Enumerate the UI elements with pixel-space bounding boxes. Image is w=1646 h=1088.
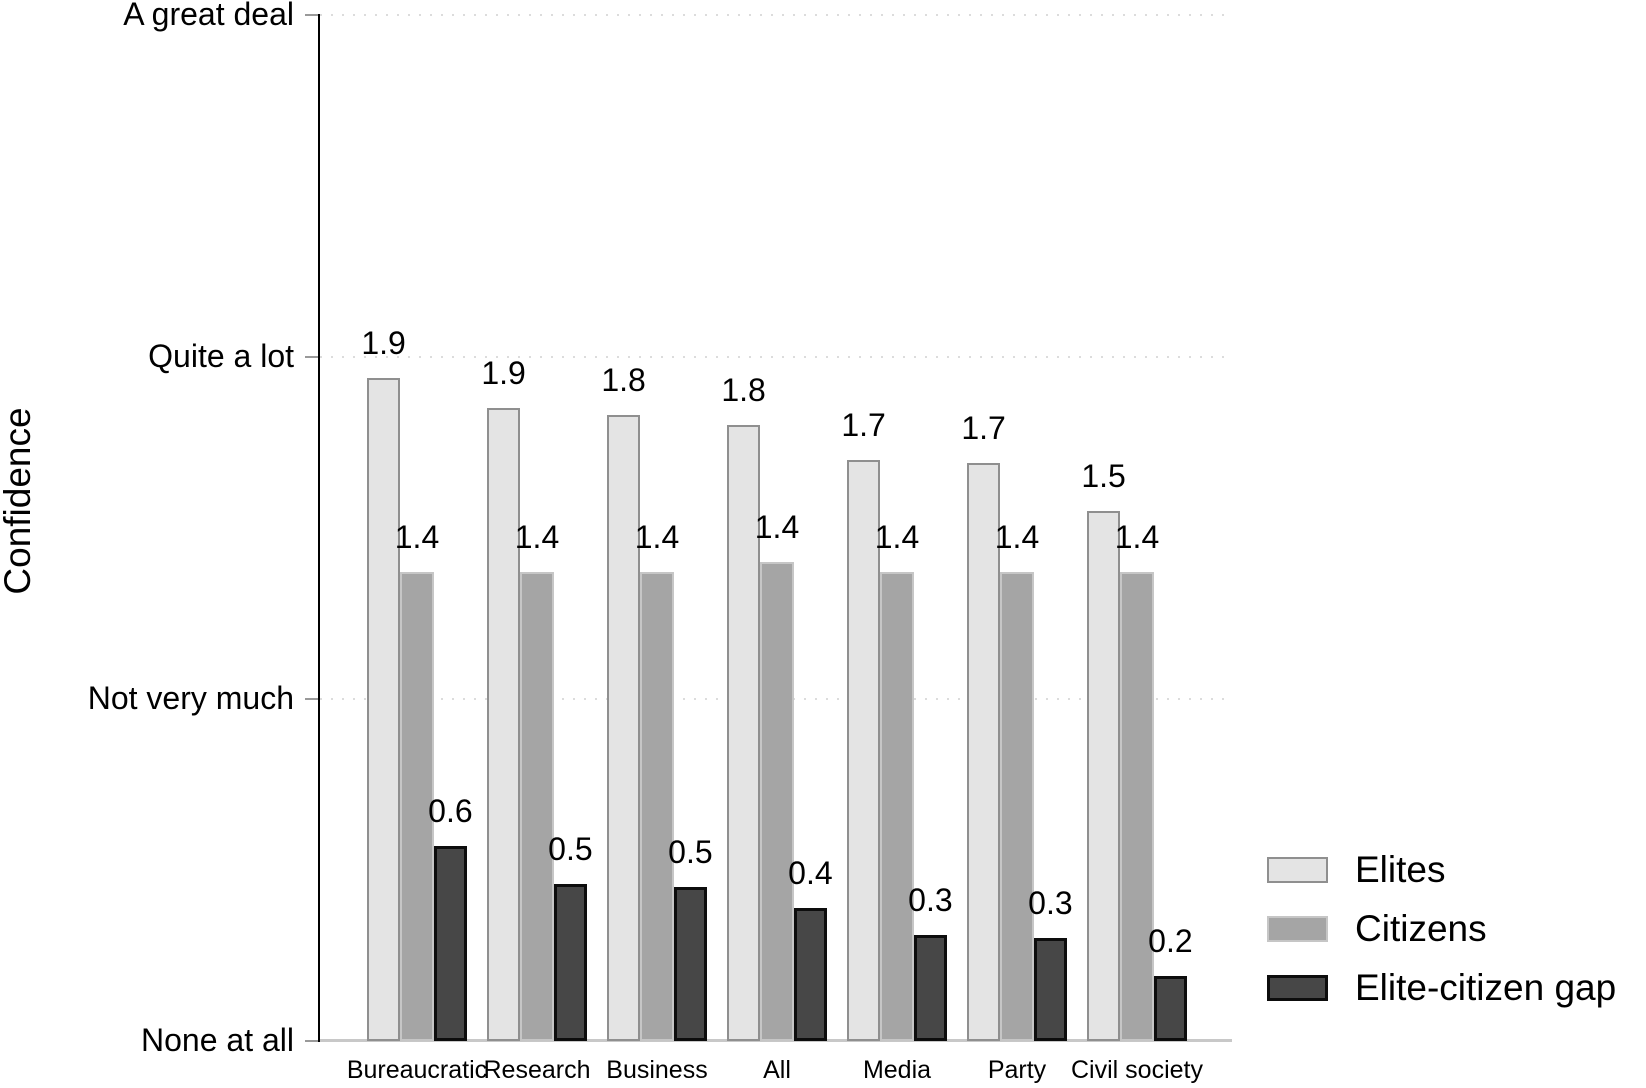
bar-elites [606,415,641,1041]
y-tick-0 [305,1040,320,1042]
bar-elites [966,463,1001,1041]
bar-value-label-elites: 1.5 [1081,458,1126,494]
bar-value-label-elites: 1.9 [361,325,406,361]
bar-value-label-elite-citizen-gap: 0.6 [428,793,473,829]
legend-item-citizens: Citizens [1267,907,1616,951]
x-tick-label: Media [862,1056,932,1084]
y-axis-title: Confidence [0,407,38,595]
bar-elite-citizen-gap [1033,938,1068,1041]
bar-elites [366,378,401,1041]
x-tick-label: Business [606,1056,708,1084]
y-tick-label: A great deal [123,0,294,32]
bar-value-label-elites: 1.7 [961,410,1006,446]
y-tick-3 [305,14,320,16]
bar-value-label-citizens: 1.4 [754,509,800,545]
bar-value-label-elites: 1.8 [721,372,766,408]
bar-value-label-citizens: 1.4 [994,519,1040,555]
legend-item-elite-citizen-gap: Elite-citizen gap [1267,966,1616,1010]
bar-citizens [640,572,674,1041]
bar-elite-citizen-gap [913,935,948,1041]
bar-elites [1086,511,1121,1041]
bar-citizens [1000,572,1034,1041]
x-tick-label: Party [987,1056,1047,1084]
x-tick-label: Bureaucratic [346,1056,488,1084]
y-axis-line [317,14,320,1042]
bar-value-label-elite-citizen-gap: 0.2 [1148,923,1193,959]
legend-swatch-citizens [1267,916,1328,942]
x-tick-label: All [763,1056,791,1084]
bar-value-label-citizens: 1.4 [874,519,920,555]
bar-value-label-citizens: 1.4 [394,519,440,555]
y-tick-1 [305,698,320,700]
bar-value-label-elite-citizen-gap: 0.3 [908,882,953,918]
legend-label-citizens: Citizens [1355,908,1487,949]
x-tick-label: Research [483,1056,591,1084]
x-tick-label: Civil society [1071,1056,1203,1084]
bar-elite-citizen-gap [673,887,708,1041]
y-tick-label: None at all [141,1021,294,1058]
bar-value-label-elite-citizen-gap: 0.5 [668,834,713,870]
bar-value-label-citizens: 1.4 [1114,519,1160,555]
bar-value-label-elites: 1.7 [841,407,886,443]
legend-swatch-elites [1267,857,1328,883]
bar-value-label-citizens: 1.4 [634,519,680,555]
bar-elite-citizen-gap [793,908,828,1041]
gridline-3 [320,14,1232,16]
bar-citizens [520,572,554,1041]
bar-citizens [400,572,434,1041]
y-tick-label: Quite a lot [148,337,294,374]
bar-value-label-citizens: 1.4 [514,519,560,555]
bar-value-label-elites: 1.8 [601,362,646,398]
bar-elites [726,425,761,1041]
legend: Elites Citizens Elite-citizen gap [1267,848,1616,1025]
bar-value-label-elite-citizen-gap: 0.3 [1028,885,1073,921]
bar-elite-citizen-gap [433,846,468,1041]
bar-value-label-elites: 1.9 [481,355,526,391]
legend-item-elites: Elites [1267,848,1616,892]
bar-elites [486,408,521,1041]
bar-citizens [1120,572,1154,1041]
bar-citizens [880,572,914,1041]
bar-value-label-elite-citizen-gap: 0.4 [788,855,833,891]
legend-swatch-elite-citizen-gap [1267,975,1328,1001]
legend-label-elites: Elites [1355,849,1446,890]
y-tick-label: Not very much [87,679,294,716]
legend-label-elite-citizen-gap: Elite-citizen gap [1355,967,1617,1008]
bar-elite-citizen-gap [1153,976,1188,1041]
bar-elite-citizen-gap [553,884,588,1041]
bar-citizens [760,562,794,1041]
y-tick-2 [305,356,320,358]
bar-elites [846,460,881,1041]
bar-value-label-elite-citizen-gap: 0.5 [548,831,593,867]
gridline-2 [320,356,1232,358]
